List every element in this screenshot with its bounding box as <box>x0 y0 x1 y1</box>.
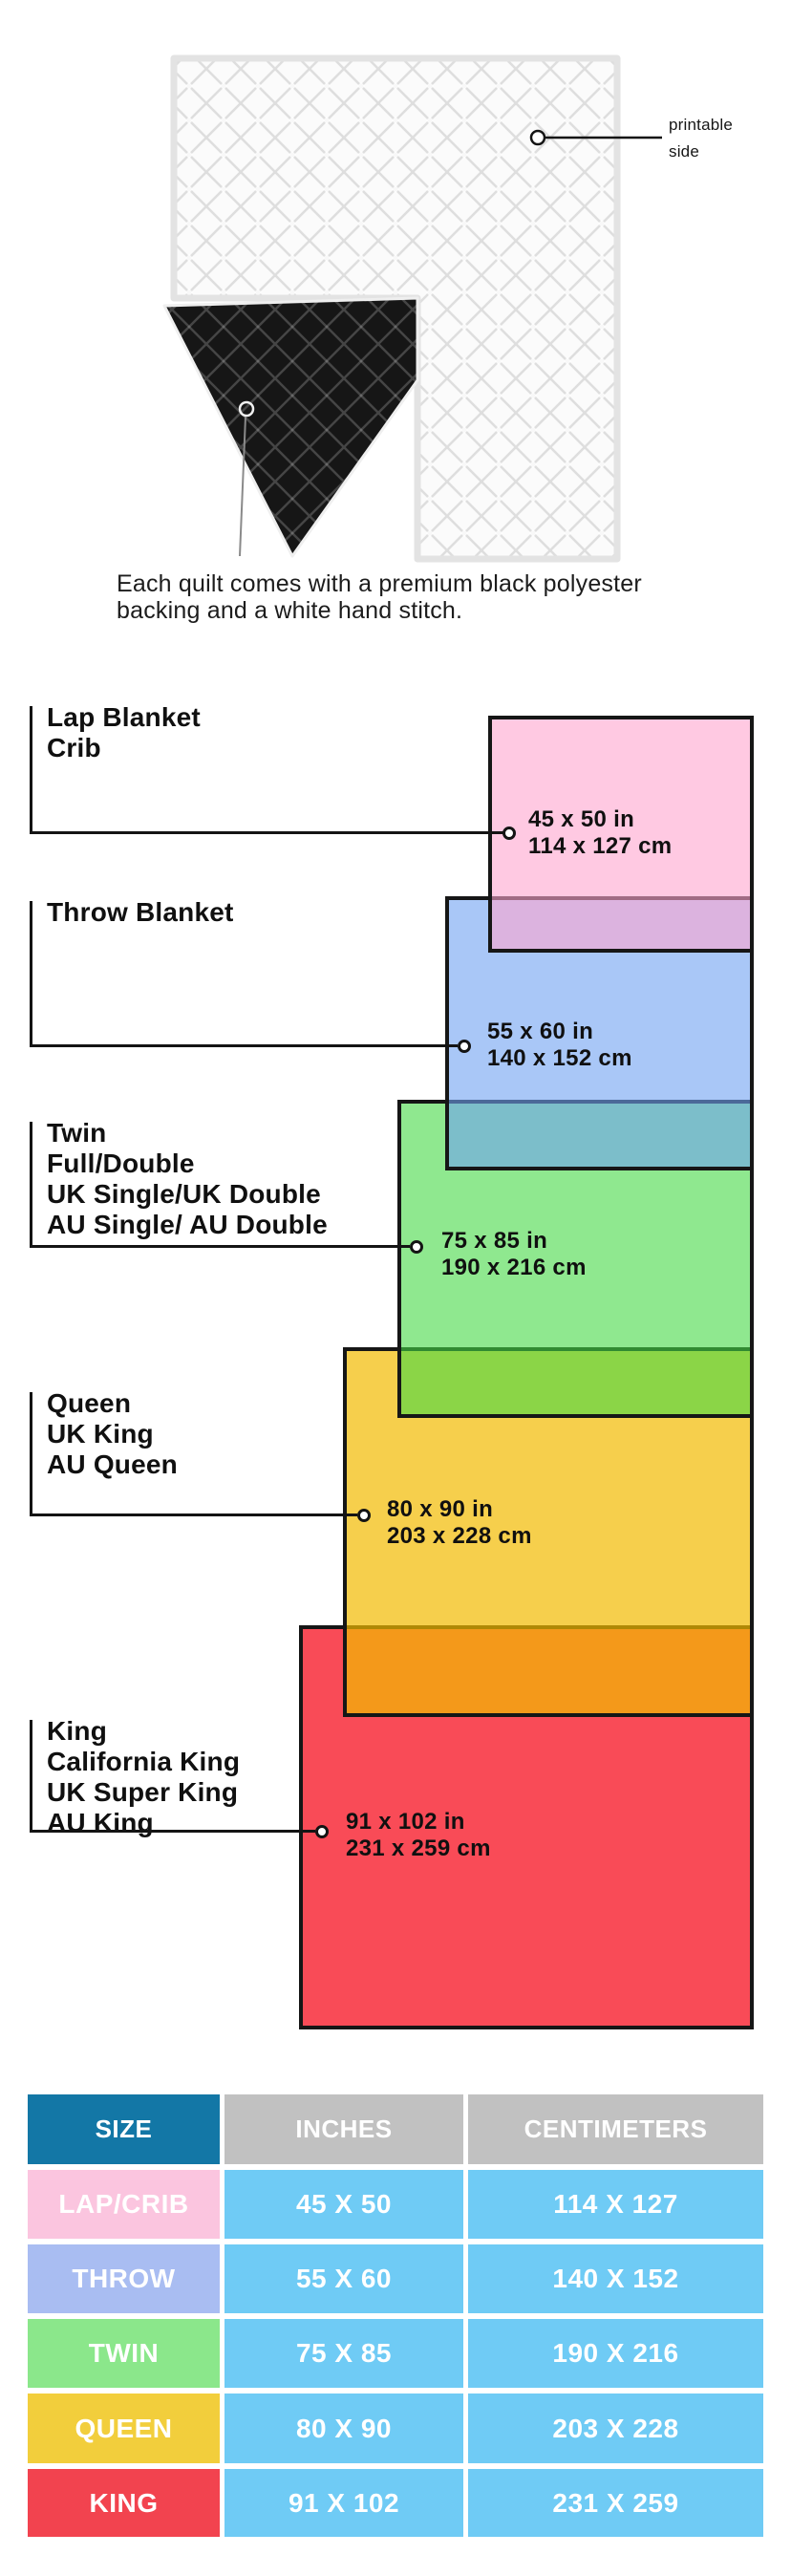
label-block-throw: Throw Blanket <box>47 897 234 928</box>
label-queen-0: Queen <box>47 1388 132 1418</box>
printable-side-line2: side <box>669 142 699 161</box>
leader-circle-icon-queen <box>357 1509 371 1522</box>
leader-stem-king <box>30 1720 32 1833</box>
quilt-photo <box>162 54 662 563</box>
backing-callout-circle-icon <box>238 400 255 418</box>
table-cell-twin-cm: 190 X 216 <box>468 2319 763 2388</box>
printable-side-label: printable side <box>669 112 733 165</box>
table-header-centimeters: CENTIMETERS <box>468 2094 763 2164</box>
label-block-king: King California King UK Super King AU Ki… <box>47 1716 240 1838</box>
printable-side-line1: printable <box>669 116 734 134</box>
size-text-throw: 55 x 60 in 140 x 152 cm <box>487 1019 632 1072</box>
leader-line-king <box>30 1830 315 1833</box>
leader-circle-icon-lap <box>502 826 516 840</box>
quilt-front-white <box>170 54 621 563</box>
size-in-queen: 80 x 90 in <box>387 1496 494 1522</box>
table-cell-lap-cm: 114 X 127 <box>468 2170 763 2239</box>
label-twin-2: UK Single/UK Double <box>47 1179 321 1209</box>
label-twin-0: Twin <box>47 1118 107 1148</box>
table-row-label-lap: LAP/CRIB <box>28 2170 220 2239</box>
size-text-queen: 80 x 90 in 203 x 228 cm <box>387 1496 532 1550</box>
table-cell-throw-cm: 140 X 152 <box>468 2244 763 2313</box>
label-twin-1: Full/Double <box>47 1148 195 1178</box>
leader-stem-queen <box>30 1392 32 1516</box>
label-lap-0: Lap Blanket <box>47 702 201 732</box>
label-king-0: King <box>47 1716 108 1746</box>
label-twin-3: AU Single/ AU Double <box>47 1210 328 1239</box>
quilt-caption: Each quilt comes with a premium black po… <box>117 570 642 624</box>
table-cell-king-in: 91 X 102 <box>224 2469 463 2537</box>
leader-line-twin <box>30 1245 410 1248</box>
leader-circle-icon-king <box>315 1825 329 1838</box>
printable-callout-circle-icon <box>529 129 546 146</box>
table-row-label-twin: TWIN <box>28 2319 220 2388</box>
label-block-queen: Queen UK King AU Queen <box>47 1388 178 1480</box>
table-header-size: SIZE <box>28 2094 220 2164</box>
label-block-twin: Twin Full/Double UK Single/UK Double AU … <box>47 1118 328 1240</box>
label-block-lap: Lap Blanket Crib <box>47 702 201 763</box>
label-king-1: California King <box>47 1747 241 1776</box>
table-cell-king-cm: 231 X 259 <box>468 2469 763 2537</box>
leader-stem-throw <box>30 901 32 1047</box>
size-cm-throw: 140 x 152 cm <box>487 1045 632 1071</box>
size-cm-queen: 203 x 228 cm <box>387 1523 532 1549</box>
table-header-inches: INCHES <box>224 2094 463 2164</box>
leader-stem-twin <box>30 1122 32 1248</box>
size-text-lap: 45 x 50 in 114 x 127 cm <box>528 806 672 860</box>
label-king-3: AU King <box>47 1808 154 1837</box>
label-king-2: UK Super King <box>47 1777 239 1807</box>
size-table: SIZE INCHES CENTIMETERS LAP/CRIB 45 X 50… <box>28 2094 763 2537</box>
leader-circle-icon-throw <box>458 1040 471 1053</box>
size-text-twin: 75 x 85 in 190 x 216 cm <box>441 1228 587 1281</box>
leader-line-queen <box>30 1513 357 1516</box>
blanket-rect-lap <box>488 716 754 953</box>
table-row-label-queen: QUEEN <box>28 2394 220 2463</box>
leader-circle-icon-twin <box>410 1240 423 1254</box>
leader-stem-lap <box>30 706 32 834</box>
table-row-label-king: KING <box>28 2469 220 2537</box>
size-cm-twin: 190 x 216 cm <box>441 1255 587 1280</box>
table-cell-queen-in: 80 X 90 <box>224 2394 463 2463</box>
label-throw-0: Throw Blanket <box>47 897 234 927</box>
size-in-twin: 75 x 85 in <box>441 1228 548 1254</box>
label-lap-1: Crib <box>47 733 101 762</box>
label-queen-2: AU Queen <box>47 1449 178 1479</box>
size-in-king: 91 x 102 in <box>346 1809 465 1835</box>
size-cm-king: 231 x 259 cm <box>346 1835 491 1861</box>
table-cell-throw-in: 55 X 60 <box>224 2244 463 2313</box>
table-cell-queen-cm: 203 X 228 <box>468 2394 763 2463</box>
size-text-king: 91 x 102 in 231 x 259 cm <box>346 1809 491 1862</box>
size-in-lap: 45 x 50 in <box>528 806 635 832</box>
table-cell-lap-in: 45 X 50 <box>224 2170 463 2239</box>
table-row-label-throw: THROW <box>28 2244 220 2313</box>
backing-callout-line <box>239 416 246 557</box>
caption-line2: backing and a white hand stitch. <box>117 597 463 624</box>
caption-line1: Each quilt comes with a premium black po… <box>117 570 642 597</box>
leader-line-lap <box>30 831 503 834</box>
quilt-backing-flap <box>162 296 419 558</box>
table-cell-twin-in: 75 X 85 <box>224 2319 463 2388</box>
size-in-throw: 55 x 60 in <box>487 1019 594 1044</box>
leader-line-throw <box>30 1044 458 1047</box>
size-cm-lap: 114 x 127 cm <box>528 833 673 859</box>
label-queen-1: UK King <box>47 1419 154 1449</box>
